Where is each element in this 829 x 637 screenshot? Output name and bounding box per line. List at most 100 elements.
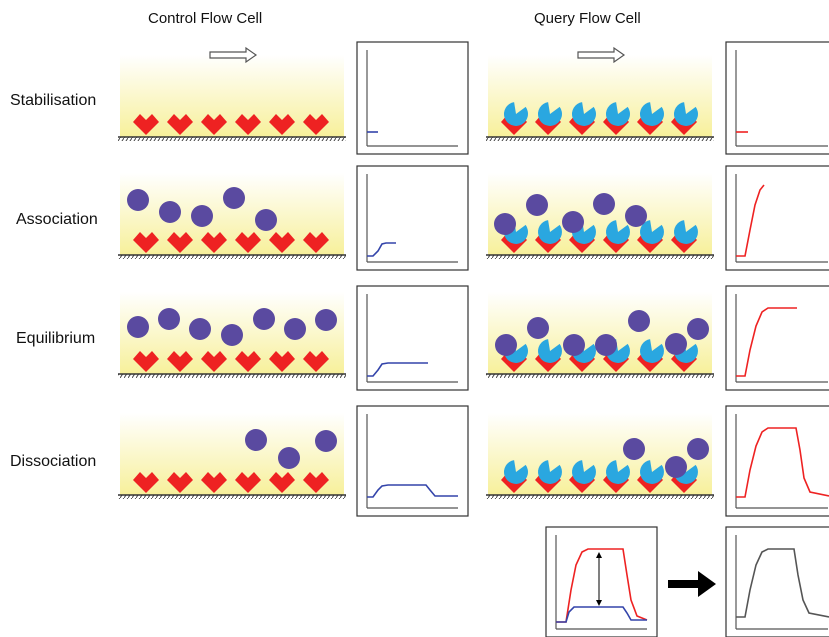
query-sensorgram-association xyxy=(725,165,829,271)
control-cell-equilibrium xyxy=(118,292,346,378)
receptor-icon xyxy=(639,220,664,244)
query-trace xyxy=(736,307,797,377)
analyte-molecule-icon xyxy=(494,213,516,235)
ligand-heart-icon xyxy=(303,351,329,372)
analyte-molecule-icon xyxy=(623,438,645,460)
control-sensorgram-association xyxy=(356,165,469,271)
control-trace xyxy=(367,242,396,257)
receptor-icon xyxy=(605,102,630,126)
query-cell-association xyxy=(486,173,714,259)
sensor-surface xyxy=(486,495,714,499)
sensor-surface xyxy=(486,255,714,259)
control-cell-association xyxy=(118,173,346,259)
control-flow-cell-heading: Control Flow Cell xyxy=(148,10,263,27)
sensorgram-frame xyxy=(545,526,658,637)
analyte-molecule-icon xyxy=(665,333,687,355)
analyte-molecule-icon xyxy=(687,438,709,460)
analyte-molecule-icon xyxy=(127,189,149,211)
analyte-molecule-icon xyxy=(628,310,650,332)
ligand-heart-icon xyxy=(133,114,159,135)
analyte-molecule-icon xyxy=(255,209,277,231)
sensorgram-frame xyxy=(725,526,829,637)
ligand-heart-icon xyxy=(201,472,227,493)
sensorgram-frame xyxy=(725,405,829,517)
control-cell-dissociation xyxy=(118,413,346,499)
ligand-heart-icon xyxy=(167,472,193,493)
sensorgram-frame xyxy=(356,41,469,155)
ligand-heart-icon xyxy=(167,232,193,253)
analyte-molecule-icon xyxy=(315,309,337,331)
ligand-heart-icon xyxy=(269,232,295,253)
sensor-surface xyxy=(118,255,346,259)
query-sensorgram-equilibrium xyxy=(725,285,829,391)
receptor-icon xyxy=(571,460,596,484)
analyte-molecule-icon xyxy=(527,317,549,339)
analyte-molecule-icon xyxy=(563,334,585,356)
row-label-association: Association xyxy=(16,211,98,228)
receptor-icon xyxy=(537,460,562,484)
query-trace xyxy=(556,548,648,623)
sensor-surface xyxy=(486,374,714,378)
receptor-icon xyxy=(503,460,528,484)
receptor-icon xyxy=(605,460,630,484)
analyte-molecule-icon xyxy=(526,194,548,216)
sensor-surface xyxy=(486,137,714,141)
control-trace xyxy=(367,362,428,377)
ligand-heart-icon xyxy=(269,472,295,493)
result-trace xyxy=(736,548,829,618)
result-sensorgram xyxy=(725,526,829,637)
ligand-heart-icon xyxy=(201,232,227,253)
analyte-molecule-icon xyxy=(189,318,211,340)
query-sensorgram-stabilisation xyxy=(725,41,829,155)
control-trace xyxy=(367,484,458,498)
ligand-heart-icon xyxy=(235,232,261,253)
ligand-heart-icon xyxy=(201,114,227,135)
receptor-icon xyxy=(639,339,664,363)
ligand-heart-icon xyxy=(201,351,227,372)
sensorgram-frame xyxy=(725,41,829,155)
row-label-equilibrium: Equilibrium xyxy=(16,330,96,347)
analyte-molecule-icon xyxy=(284,318,306,340)
analyte-molecule-icon xyxy=(245,429,267,451)
ligand-heart-icon xyxy=(133,351,159,372)
analyte-molecule-icon xyxy=(495,334,517,356)
control-cell-stabilisation xyxy=(118,55,346,141)
analyte-molecule-icon xyxy=(253,308,275,330)
ligand-heart-icon xyxy=(133,232,159,253)
receptor-icon xyxy=(673,102,698,126)
analyte-molecule-icon xyxy=(223,187,245,209)
arrow-head-up-icon xyxy=(596,552,602,558)
control-sensorgram-equilibrium xyxy=(356,285,469,391)
analyte-molecule-icon xyxy=(315,430,337,452)
sensor-surface xyxy=(118,374,346,378)
receptor-icon xyxy=(639,460,664,484)
query-cell-dissociation xyxy=(486,413,714,499)
sensor-surface xyxy=(118,495,346,499)
ligand-heart-icon xyxy=(303,472,329,493)
overlay-sensorgram xyxy=(545,526,658,637)
analyte-molecule-icon xyxy=(127,316,149,338)
ligand-heart-icon xyxy=(269,351,295,372)
sensor-surface xyxy=(118,137,346,141)
ligand-heart-icon xyxy=(269,114,295,135)
control-sensorgram-dissociation xyxy=(356,405,469,517)
query-trace xyxy=(736,427,829,498)
control-sensorgram-stabilisation xyxy=(356,41,469,155)
query-sensorgram-dissociation xyxy=(725,405,829,517)
query-cell-stabilisation xyxy=(486,55,714,141)
receptor-icon xyxy=(537,102,562,126)
analyte-molecule-icon xyxy=(595,334,617,356)
ligand-heart-icon xyxy=(235,472,261,493)
ligand-heart-icon xyxy=(235,114,261,135)
analyte-molecule-icon xyxy=(221,324,243,346)
flow-direction-arrow-icon xyxy=(209,46,258,64)
analyte-molecule-icon xyxy=(278,447,300,469)
sensorgram-frame xyxy=(356,405,469,517)
analyte-molecule-icon xyxy=(159,201,181,223)
analyte-molecule-icon xyxy=(593,193,615,215)
receptor-icon xyxy=(673,220,698,244)
analyte-molecule-icon xyxy=(158,308,180,330)
analyte-molecule-icon xyxy=(562,211,584,233)
row-label-stabilisation: Stabilisation xyxy=(10,92,97,109)
bold-arrow-right-icon xyxy=(668,571,716,597)
